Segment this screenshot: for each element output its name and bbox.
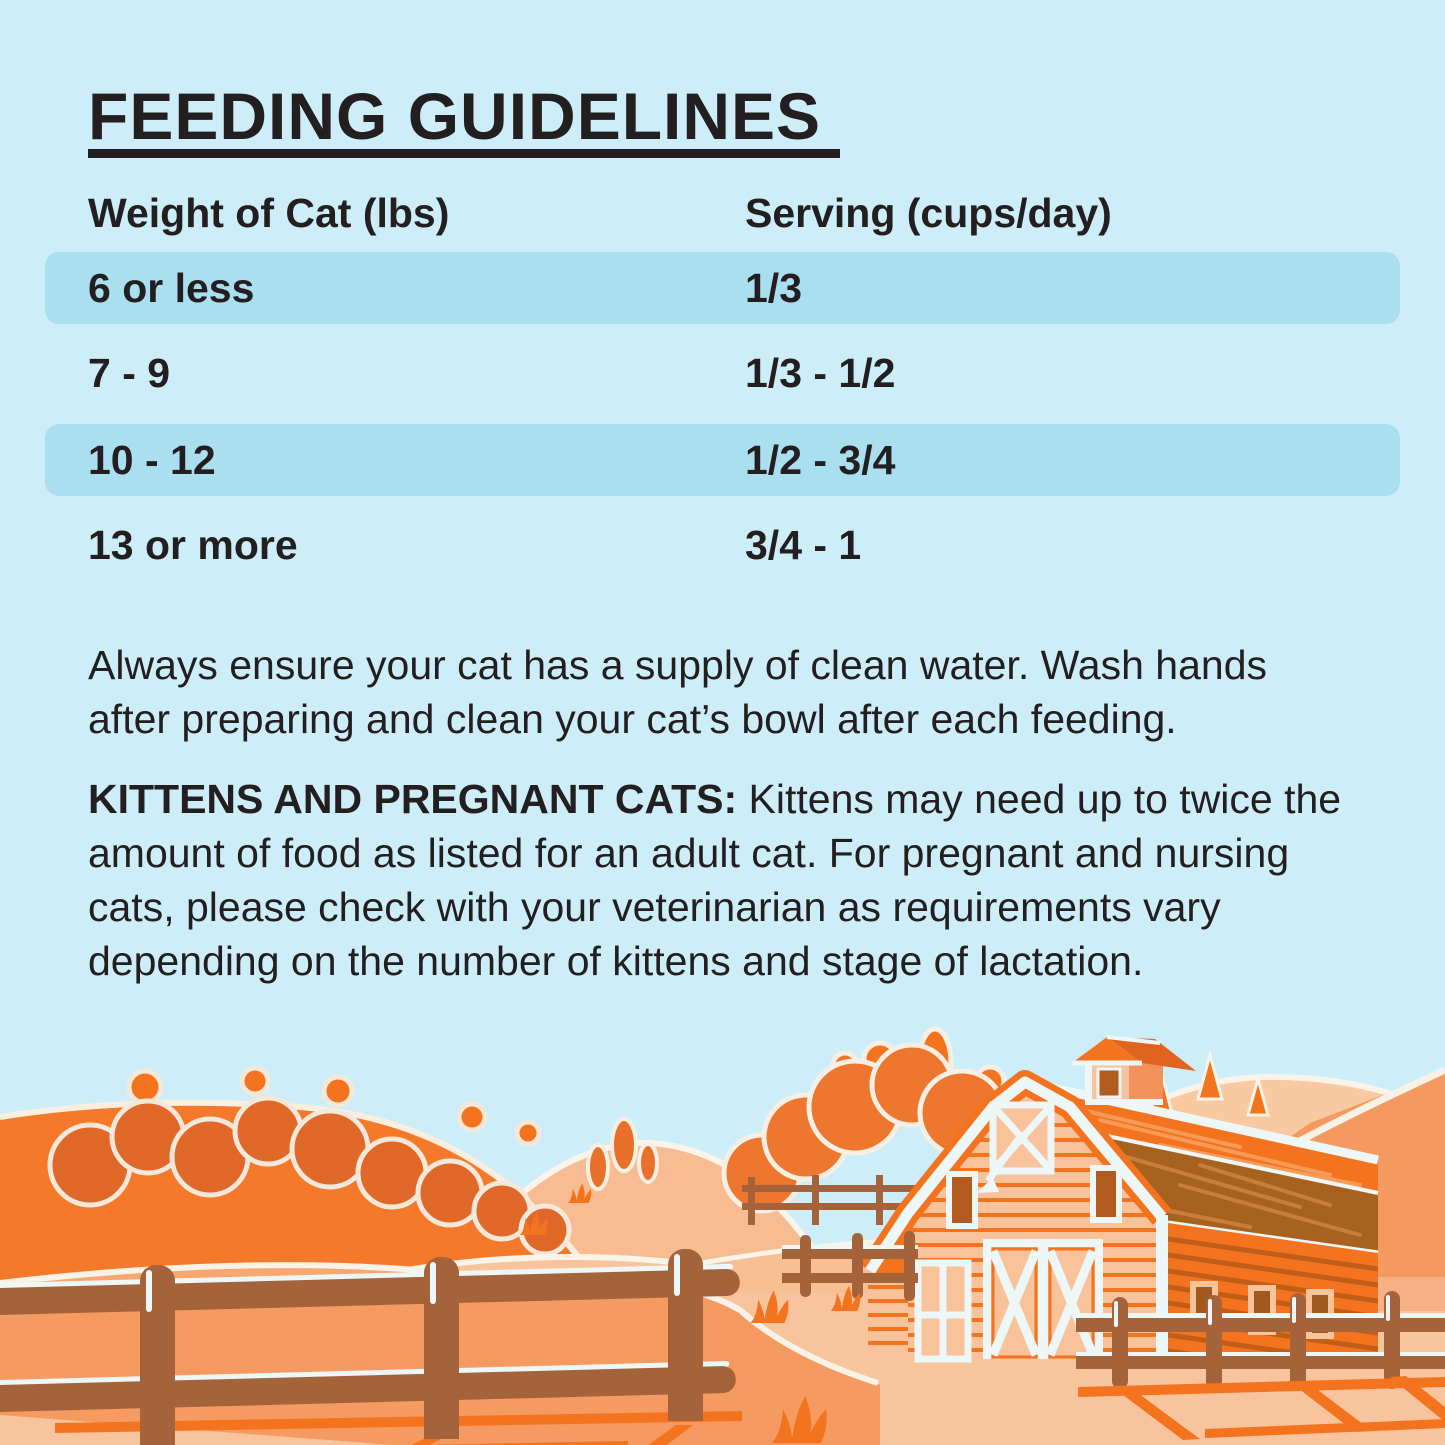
table-row: 10 - 12 1/2 - 3/4 <box>45 424 1400 496</box>
leanto-door <box>914 1259 972 1363</box>
mid-fence <box>782 1231 918 1301</box>
title-underline <box>88 149 840 158</box>
cell-serving: 1/3 <box>745 264 802 311</box>
cell-weight: 13 or more <box>88 522 298 568</box>
cell-weight: 7 - 9 <box>88 350 171 396</box>
water-note: Always ensure your cat has a supply of c… <box>88 638 1388 746</box>
cell-serving: 3/4 - 1 <box>745 522 862 568</box>
kittens-note-line: cats, please check with your veterinaria… <box>88 884 1221 930</box>
page-title: FEEDING GUIDELINES <box>88 79 822 153</box>
cell-weight: 6 or less <box>88 264 255 311</box>
loft-window <box>976 1101 1055 1193</box>
kittens-note-lead: KITTENS AND PREGNANT CATS: <box>88 776 738 822</box>
kittens-note-line: depending on the number of kittens and s… <box>88 938 1144 984</box>
water-note-line: after preparing and clean your cat’s bow… <box>88 696 1177 742</box>
front-fence <box>0 1249 740 1445</box>
farm-illustration <box>0 1026 1445 1445</box>
cupola <box>1072 1035 1196 1105</box>
front-window <box>946 1165 1122 1229</box>
barn-door <box>983 1239 1103 1359</box>
table-row: 6 or less 1/3 <box>45 252 1400 324</box>
barn-roof-dark <box>1093 1133 1378 1253</box>
kittens-note-rest: Kittens may need up to twice the <box>737 776 1342 822</box>
water-note-line: Always ensure your cat has a supply of c… <box>88 642 1267 688</box>
col-header-weight: Weight of Cat (lbs) <box>88 190 450 236</box>
cell-serving: 1/3 - 1/2 <box>745 350 896 396</box>
kittens-note-line: amount of food as listed for an adult ca… <box>88 830 1290 876</box>
fence-shadows <box>55 1376 1445 1445</box>
table-row: 7 - 9 1/3 - 1/2 <box>45 323 1400 424</box>
cell-serving: 1/2 - 3/4 <box>745 436 896 483</box>
cell-weight: 10 - 12 <box>88 436 216 483</box>
right-fence <box>1076 1291 1445 1389</box>
col-header-serving: Serving (cups/day) <box>745 190 1112 236</box>
kittens-note: KITTENS AND PREGNANT CATS: Kittens may n… <box>88 772 1388 988</box>
table-row: 13 or more 3/4 - 1 <box>45 495 1400 596</box>
tree-cluster-left <box>47 1065 572 1257</box>
kittens-note-line: KITTENS AND PREGNANT CATS: Kittens may n… <box>88 772 1388 826</box>
table-header: Weight of Cat (lbs) Serving (cups/day) <box>0 190 1445 236</box>
